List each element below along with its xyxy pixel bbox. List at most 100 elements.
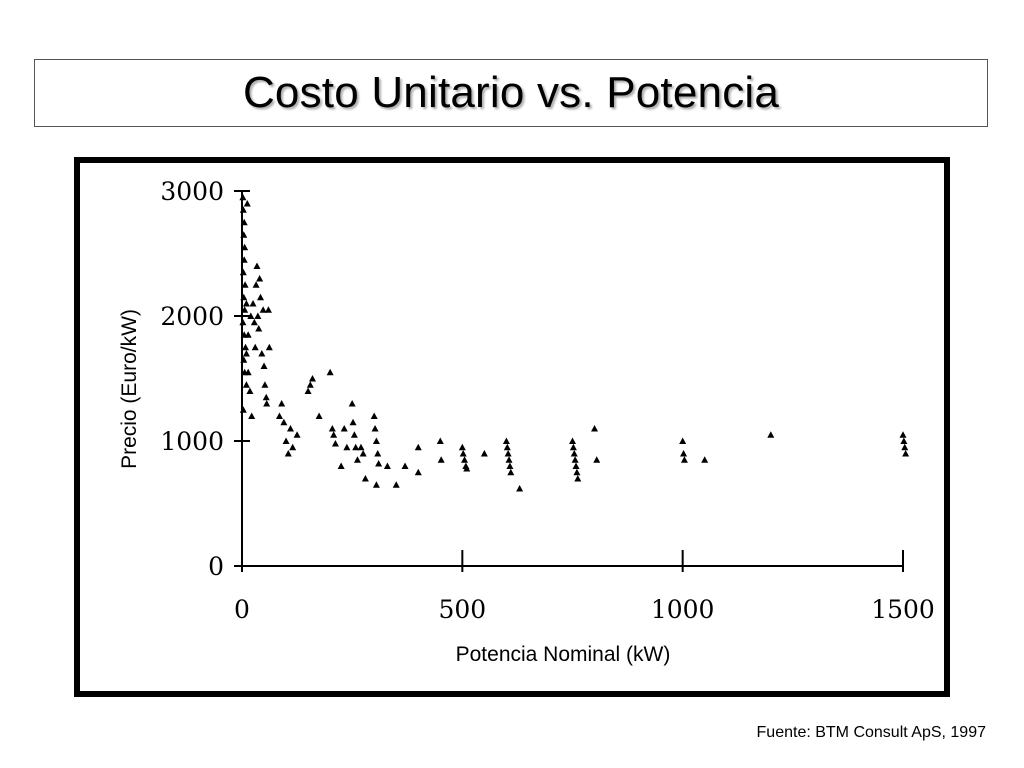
data-point: [249, 300, 257, 307]
data-point: [289, 443, 297, 451]
data-point: [349, 418, 357, 426]
data-point: [392, 481, 400, 488]
data-point: [240, 231, 248, 238]
data-point: [502, 437, 510, 444]
data-point: [242, 350, 250, 357]
data-point: [900, 437, 908, 444]
data-point: [505, 456, 513, 463]
data-point: [507, 468, 515, 476]
data-point: [240, 293, 248, 301]
x-axis-label: Potencia Nominal (kW): [456, 643, 671, 666]
y-tick-label: 2000: [160, 302, 224, 331]
data-point: [243, 200, 251, 207]
data-point: [263, 400, 271, 407]
data-point: [244, 368, 252, 376]
chart-tick-labels: 0 1000 2000 3000 0 500 1000 1500: [160, 177, 934, 624]
data-point: [343, 443, 351, 451]
data-point: [591, 425, 599, 432]
data-point: [414, 468, 422, 476]
x-tick-label: 1000: [651, 595, 715, 624]
data-point: [252, 281, 260, 288]
data-point: [574, 475, 582, 482]
data-point: [242, 343, 250, 351]
data-point: [350, 431, 358, 438]
chart-points: [239, 193, 910, 492]
data-point: [240, 218, 248, 226]
data-point: [240, 256, 248, 263]
data-point: [461, 456, 469, 463]
x-tick-label: 500: [438, 595, 486, 624]
data-point: [239, 318, 247, 326]
data-point: [357, 443, 365, 451]
data-point: [370, 412, 378, 419]
data-point: [275, 412, 283, 419]
data-point: [506, 462, 514, 469]
data-point: [242, 381, 250, 388]
x-tick-label: 0: [234, 595, 250, 624]
data-point: [504, 450, 512, 457]
data-point: [571, 456, 579, 463]
data-point: [250, 318, 258, 326]
data-point: [248, 412, 256, 419]
data-point: [328, 425, 336, 432]
slide-title-box: Costo Unitario vs. Potencia: [34, 59, 988, 127]
data-point: [240, 356, 248, 363]
data-point: [593, 456, 601, 463]
data-point: [258, 350, 266, 357]
data-point: [244, 331, 252, 338]
data-point: [337, 462, 345, 469]
data-point: [569, 443, 577, 451]
data-point: [503, 443, 511, 451]
scatter-chart: 0 1000 2000 3000 0 500 1000 1500 Precio (Euro/k…: [118, 177, 935, 666]
chart-frame: 0 1000 2000 3000 0 500 1000 1500 Precio (Euro/k…: [74, 157, 950, 697]
data-point: [340, 425, 348, 432]
data-point: [569, 437, 576, 444]
data-point: [241, 281, 249, 288]
data-point: [255, 325, 263, 332]
y-tick-label: 1000: [160, 427, 224, 456]
data-point: [901, 443, 909, 451]
data-point: [261, 381, 269, 388]
source-caption: Fuente: BTM Consult ApS, 1997: [756, 724, 986, 741]
data-point: [375, 460, 383, 467]
slide-title: Costo Unitario vs. Potencia: [242, 68, 780, 117]
chart-axes: [234, 190, 904, 572]
data-point: [254, 312, 262, 319]
data-point: [516, 485, 524, 492]
data-point: [572, 462, 580, 469]
data-point: [326, 368, 334, 376]
data-point: [309, 375, 317, 382]
data-point: [247, 312, 255, 319]
data-point: [256, 275, 264, 282]
data-point: [480, 450, 488, 457]
data-point: [372, 481, 380, 488]
data-point: [282, 437, 290, 444]
data-point: [330, 431, 338, 438]
data-point: [284, 450, 292, 457]
data-point: [242, 300, 250, 307]
data-point: [239, 268, 247, 276]
data-point: [458, 443, 466, 451]
data-point: [701, 456, 709, 463]
data-point: [372, 437, 380, 444]
data-point: [246, 387, 254, 394]
data-point: [767, 431, 775, 438]
data-point: [239, 406, 247, 413]
data-point: [902, 450, 910, 457]
data-point: [359, 450, 367, 457]
data-point: [280, 418, 288, 426]
data-point: [401, 462, 409, 469]
data-point: [414, 443, 422, 451]
data-point: [570, 450, 578, 457]
data-point: [241, 306, 249, 313]
data-point: [899, 431, 907, 438]
x-tick-label: 1500: [871, 595, 935, 624]
data-point: [262, 393, 270, 401]
y-tick-label: 0: [208, 552, 224, 581]
data-point: [260, 362, 268, 369]
data-point: [374, 450, 382, 457]
data-point: [459, 450, 467, 457]
data-point: [293, 431, 301, 438]
data-point: [265, 343, 273, 351]
data-point: [253, 262, 261, 269]
